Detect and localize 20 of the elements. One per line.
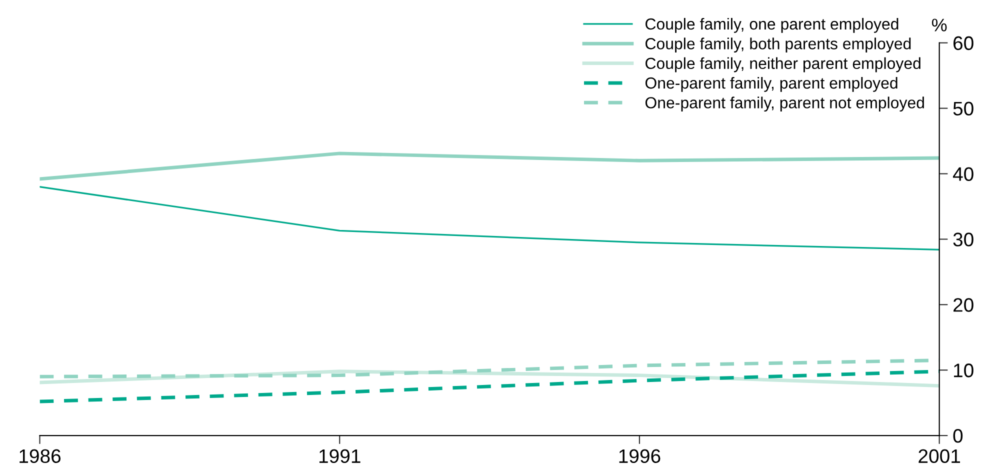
line-series (40, 186, 940, 250)
x-tick-label: 2001 (918, 449, 960, 464)
line-series (40, 370, 940, 404)
y-tick-label: 0 (953, 429, 963, 443)
y-tick-label: 40 (952, 167, 974, 181)
y-tick-label: 50 (953, 102, 974, 116)
legend-label: One-parent family, parent not employed (645, 96, 924, 112)
y-tick-label: 10 (954, 364, 974, 378)
y-tick-label: 20 (954, 298, 974, 312)
x-tick-label: 1996 (619, 449, 660, 464)
legend-label: One-parent family, parent employed (645, 76, 898, 92)
y-axis-title: % (932, 18, 947, 32)
x-tick-label: 1991 (319, 449, 360, 464)
x-tick-label: 1986 (20, 449, 61, 464)
line-series (40, 152, 940, 181)
y-tick-label: 60 (954, 36, 974, 50)
legend-label: Couple family, one parent employed (646, 18, 898, 33)
legend-label: Couple family, neither parent employed (646, 57, 920, 72)
legend-label: Couple family, both parents employed (646, 38, 911, 53)
y-tick-label: 30 (953, 232, 974, 246)
